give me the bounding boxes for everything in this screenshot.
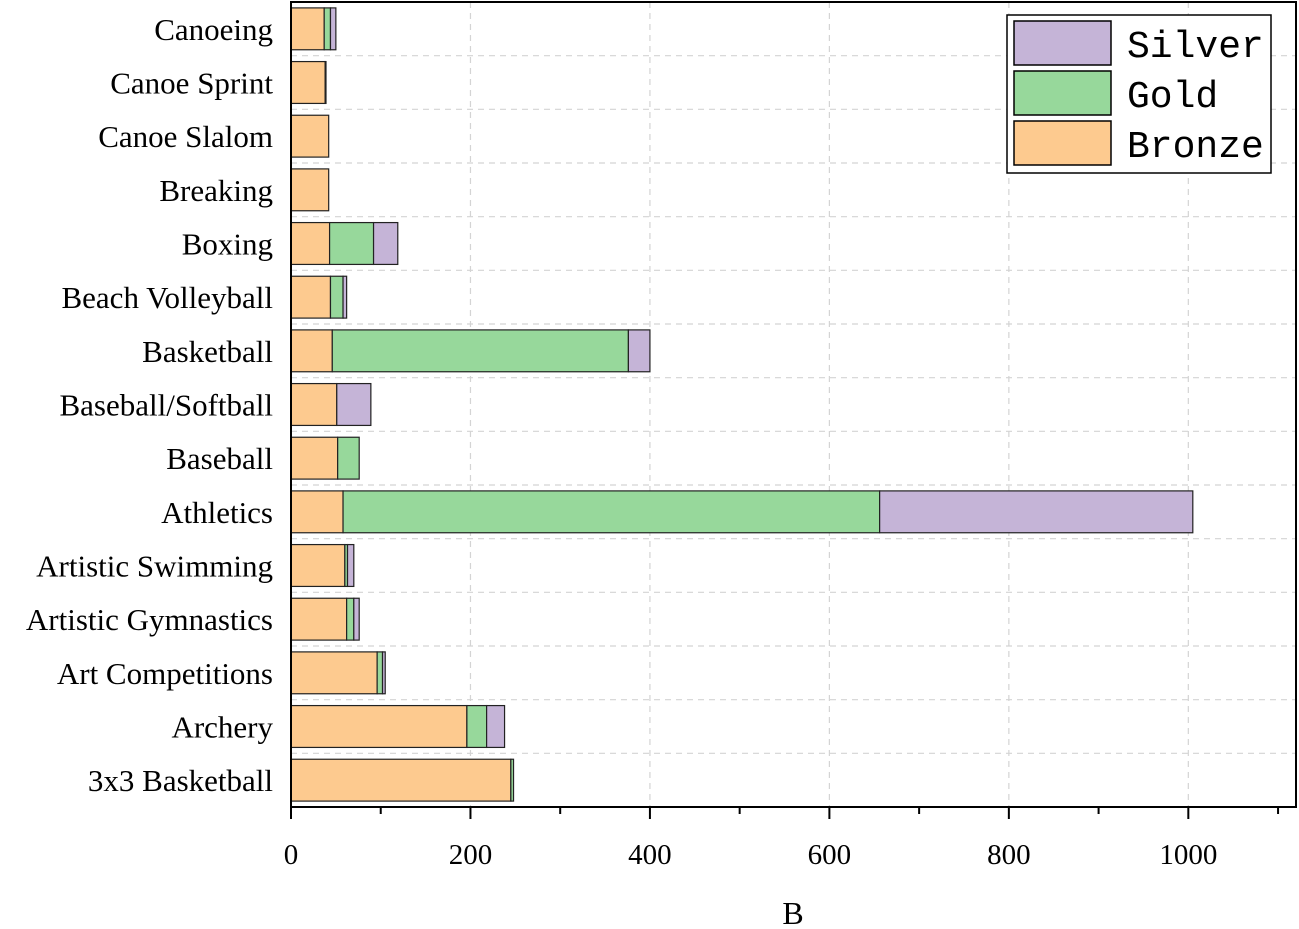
bar-3x3-basketball-gold: [510, 758, 515, 802]
x-tick-label: 200: [449, 839, 493, 871]
bar-baseball-bronze: [290, 436, 339, 480]
category-label: Boxing: [182, 227, 273, 262]
category-label: Athletics: [161, 495, 273, 530]
bar-beach-volleyball-gold: [329, 275, 344, 319]
category-label: Beach Volleyball: [61, 280, 273, 315]
bar-baseball-gold: [337, 436, 360, 480]
category-label: Baseball/Softball: [59, 388, 273, 423]
category-label: Art Competitions: [57, 656, 273, 691]
bar-athletics-gold: [342, 490, 881, 534]
bar-canoe-slalom-bronze: [290, 114, 330, 158]
bar-athletics-silver: [879, 490, 1194, 534]
bar-canoeing-bronze: [290, 7, 325, 51]
bar-art-competitions-silver: [381, 651, 386, 695]
category-label: Archery: [171, 710, 273, 745]
bars: [290, 7, 1194, 802]
bar-3x3-basketball-bronze: [290, 758, 512, 802]
x-axis-ticks: 0 200 400 600 800 1000: [284, 807, 1280, 871]
bar-artistic-swimming-bronze: [290, 543, 346, 588]
bar-boxing-gold: [328, 221, 375, 266]
legend-swatch-silver: [1013, 20, 1112, 66]
legend-label-silver: Silver: [1127, 26, 1264, 69]
category-label: Baseball: [166, 441, 273, 476]
category-label: 3x3 Basketball: [88, 763, 273, 798]
bar-canoe-sprint-silver: [324, 60, 327, 105]
bar-boxing-bronze: [290, 221, 331, 266]
bar-baseball-softball-silver: [336, 382, 372, 427]
bar-baseball-softball-bronze: [290, 382, 338, 427]
x-tick-label: 0: [284, 839, 299, 871]
legend-swatch-bronze: [1013, 120, 1112, 166]
category-label: Canoeing: [154, 12, 273, 47]
bar-artistic-swimming-silver: [346, 543, 355, 588]
bar-boxing-silver: [372, 221, 399, 266]
bar-basketball-silver: [627, 329, 651, 373]
bar-archery-silver: [486, 704, 506, 749]
bar-artistic-gymnastics-bronze: [290, 597, 348, 641]
bar-canoeing-gold: [323, 7, 332, 51]
legend-label-gold: Gold: [1127, 76, 1218, 119]
category-label: Canoe Slalom: [98, 119, 273, 154]
category-label: Canoe Sprint: [110, 66, 273, 101]
bar-basketball-gold: [331, 329, 629, 373]
bar-canoe-sprint-bronze: [290, 60, 326, 105]
x-tick-label: 400: [628, 839, 672, 871]
bar-canoeing-silver: [329, 7, 337, 51]
x-tick-label: 600: [808, 839, 852, 871]
x-axis-title: B: [782, 895, 803, 929]
bar-beach-volleyball-bronze: [290, 275, 332, 319]
bar-art-competitions-gold: [376, 651, 384, 695]
bar-artistic-gymnastics-gold: [346, 597, 355, 641]
x-tick-label: 1000: [1159, 839, 1217, 871]
bar-archery-gold: [466, 704, 488, 749]
legend-label-bronze: Bronze: [1127, 126, 1264, 169]
bar-basketball-bronze: [290, 329, 333, 373]
category-labels: 3x3 Basketball Archery Art Competitions Art…: [26, 12, 274, 798]
bar-art-competitions-bronze: [290, 651, 378, 695]
legend-swatch-gold: [1013, 70, 1112, 116]
bar-beach-volleyball-silver: [342, 275, 348, 319]
category-label: Artistic Swimming: [36, 549, 273, 584]
x-tick-label: 800: [987, 839, 1031, 871]
category-label: Basketball: [142, 334, 273, 369]
bar-archery-bronze: [290, 704, 468, 749]
category-label: Breaking: [159, 173, 273, 208]
bar-breaking-bronze: [290, 168, 330, 212]
plot-frame: [290, 1, 1297, 808]
bar-athletics-bronze: [290, 490, 344, 534]
category-label: Artistic Gymnastics: [26, 602, 273, 637]
legend: Silver Gold Bronze: [1006, 14, 1272, 174]
bar-artistic-gymnastics-silver: [353, 597, 360, 641]
